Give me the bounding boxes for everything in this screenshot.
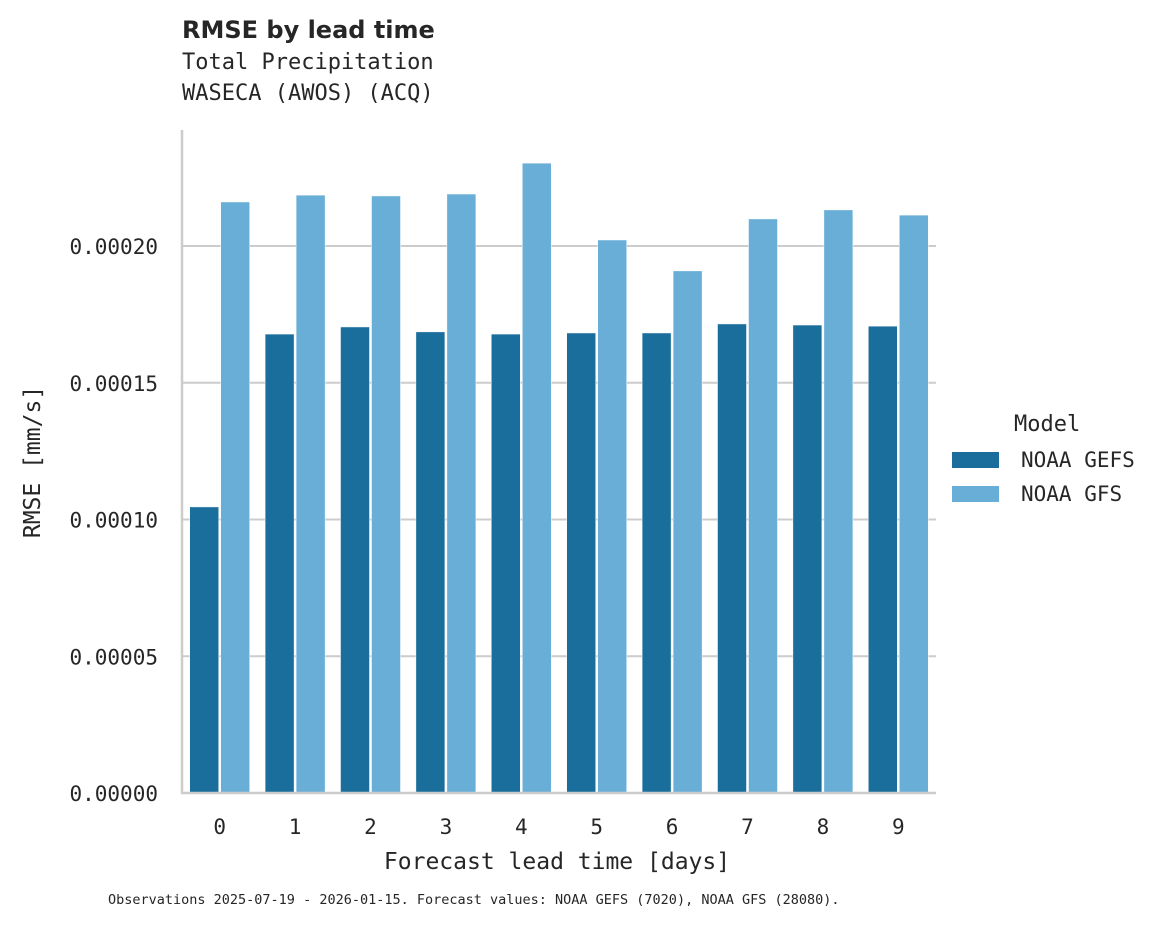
bar-gfs bbox=[522, 162, 552, 794]
y-tick-label: 0.00000 bbox=[69, 782, 158, 806]
x-tick-label: 5 bbox=[590, 815, 603, 839]
bar-gfs bbox=[823, 209, 854, 794]
x-tick-label: 2 bbox=[364, 815, 377, 839]
legend-item-gefs: NOAA GEFS bbox=[952, 443, 1135, 477]
y-axis-label: RMSE [mm/s] bbox=[20, 386, 46, 538]
legend-label: NOAA GFS bbox=[1021, 482, 1123, 506]
legend-swatch-gefs bbox=[952, 452, 999, 468]
y-tick-label: 0.00020 bbox=[69, 235, 158, 259]
y-tick-label: 0.00015 bbox=[69, 372, 158, 396]
bar-gefs bbox=[641, 332, 672, 794]
legend: Model NOAA GEFS NOAA GFS bbox=[952, 412, 1135, 511]
bar-gfs bbox=[597, 239, 627, 794]
legend-title: Model bbox=[1014, 412, 1081, 437]
legend-swatch-gfs bbox=[952, 486, 999, 502]
x-tick-label: 7 bbox=[741, 815, 754, 839]
bar-gefs bbox=[717, 323, 747, 794]
bar-gfs bbox=[446, 193, 477, 794]
y-tick-label: 0.00005 bbox=[69, 645, 158, 669]
footer-note: Observations 2025-07-19 - 2026-01-15. Fo… bbox=[108, 892, 840, 908]
bar-gefs bbox=[415, 331, 446, 794]
bar-gefs bbox=[868, 325, 898, 794]
x-tick-label: 4 bbox=[515, 815, 528, 839]
bar-gefs bbox=[491, 333, 521, 794]
chart-subtitle-variable: Total Precipitation bbox=[182, 50, 434, 75]
legend-label: NOAA GEFS bbox=[1021, 448, 1135, 472]
x-tick-label: 3 bbox=[440, 815, 453, 839]
bar-gfs bbox=[295, 194, 326, 794]
chart-title: RMSE by lead time bbox=[182, 16, 435, 44]
bar-gefs bbox=[189, 506, 219, 794]
chart-subtitle-station: WASECA (AWOS) (ACQ) bbox=[182, 81, 434, 106]
bar-gfs bbox=[748, 218, 778, 794]
legend-item-gfs: NOAA GFS bbox=[952, 477, 1135, 511]
x-tick-label: 6 bbox=[666, 815, 679, 839]
x-tick-label: 0 bbox=[213, 815, 226, 839]
bar-gefs bbox=[792, 324, 823, 794]
bar-gefs bbox=[264, 333, 295, 794]
bar-gfs bbox=[672, 270, 703, 794]
x-tick-label: 1 bbox=[289, 815, 302, 839]
bar-gefs bbox=[566, 332, 596, 794]
bar-gfs bbox=[899, 214, 929, 794]
x-tick-label: 9 bbox=[892, 815, 905, 839]
bar-gfs bbox=[220, 201, 250, 794]
x-tick-label: 8 bbox=[817, 815, 830, 839]
y-tick-label: 0.00010 bbox=[69, 509, 158, 533]
bar-gefs bbox=[340, 326, 370, 794]
x-axis-label: Forecast lead time [days] bbox=[384, 849, 730, 875]
bar-gfs bbox=[371, 195, 401, 794]
